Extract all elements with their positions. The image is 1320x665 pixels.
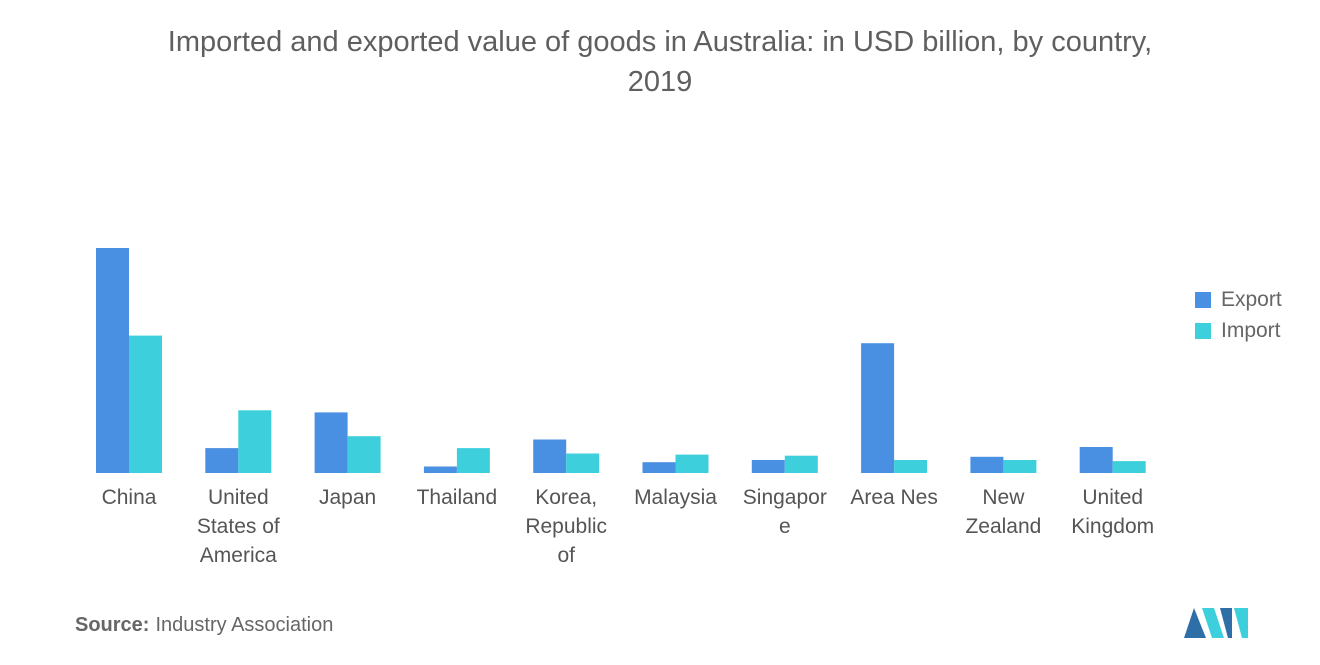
x-tick-label-1: United States of America <box>197 486 280 567</box>
x-tick-label-line: Thailand <box>417 486 498 509</box>
x-tick-label-line: China <box>102 486 157 509</box>
source-note: Source: Industry Association <box>75 614 333 637</box>
x-tick-label-3: Thailand <box>417 486 498 509</box>
source-label: Source: <box>75 614 150 636</box>
x-tick-label-line: Korea, <box>535 486 597 509</box>
x-tick-label-7: Area Nes <box>850 486 938 509</box>
legend-label-import: Import <box>1221 318 1281 342</box>
bar-import-6 <box>784 455 818 473</box>
legend-swatch-export <box>1195 291 1211 308</box>
bar-export-3 <box>423 466 457 473</box>
legend-item-import: Import <box>1195 315 1282 346</box>
x-tick-label-5: Malaysia <box>634 486 717 509</box>
bar-import-7 <box>894 460 928 473</box>
chart-legend: Export Import <box>1195 284 1282 346</box>
x-tick-label-line: United <box>1082 486 1143 509</box>
bar-export-0 <box>96 248 129 473</box>
x-tick-label-6: Singapor e <box>743 486 827 538</box>
x-tick-label-line: Republic <box>525 515 607 538</box>
bar-export-9 <box>1079 447 1113 473</box>
legend-item-export: Export <box>1195 284 1282 315</box>
x-tick-label-line: America <box>200 544 277 567</box>
bar-export-2 <box>314 412 348 473</box>
bar-export-7 <box>861 343 895 473</box>
bar-import-3 <box>456 448 490 473</box>
bar-import-1 <box>238 410 272 473</box>
x-tick-label-line: Zealand <box>965 515 1041 538</box>
x-tick-label-8: New Zealand <box>965 486 1041 538</box>
x-tick-label-0: China <box>102 486 157 509</box>
x-tick-label-line: Area Nes <box>850 486 938 509</box>
bar-export-1 <box>205 448 239 473</box>
legend-label-export: Export <box>1221 287 1282 311</box>
bar-import-0 <box>129 335 162 473</box>
bar-import-4 <box>566 453 600 473</box>
bar-export-4 <box>533 439 567 473</box>
x-tick-label-line: States of <box>197 515 280 538</box>
brand-logo-icon <box>1184 608 1248 638</box>
x-tick-label-line: e <box>779 515 791 538</box>
bar-import-9 <box>1112 461 1146 473</box>
source-text: Industry Association <box>155 614 334 636</box>
x-tick-label-line: Singapor <box>743 486 827 509</box>
x-tick-label-line: Japan <box>319 486 376 509</box>
x-tick-label-line: Malaysia <box>634 486 717 509</box>
x-tick-label-line: New <box>982 486 1025 509</box>
chart-title-line-2: 2019 <box>627 66 693 98</box>
x-tick-label-9: United Kingdom <box>1071 486 1154 538</box>
bar-import-5 <box>675 454 709 473</box>
bar-export-8 <box>970 456 1004 473</box>
x-tick-label-line: United <box>208 486 269 509</box>
x-tick-label-4: Korea, Republic of <box>525 486 607 567</box>
bar-export-6 <box>751 460 785 473</box>
x-tick-label-2: Japan <box>319 486 376 509</box>
legend-swatch-import <box>1195 322 1211 339</box>
x-tick-label-line: Kingdom <box>1071 515 1154 538</box>
chart-title: Imported and exported value of goods in … <box>40 22 1280 102</box>
bar-import-2 <box>347 436 381 473</box>
bar-export-5 <box>642 462 676 473</box>
bar-import-8 <box>1003 460 1037 473</box>
x-tick-label-line: of <box>557 544 575 567</box>
chart-title-line-1: Imported and exported value of goods in … <box>167 26 1153 58</box>
